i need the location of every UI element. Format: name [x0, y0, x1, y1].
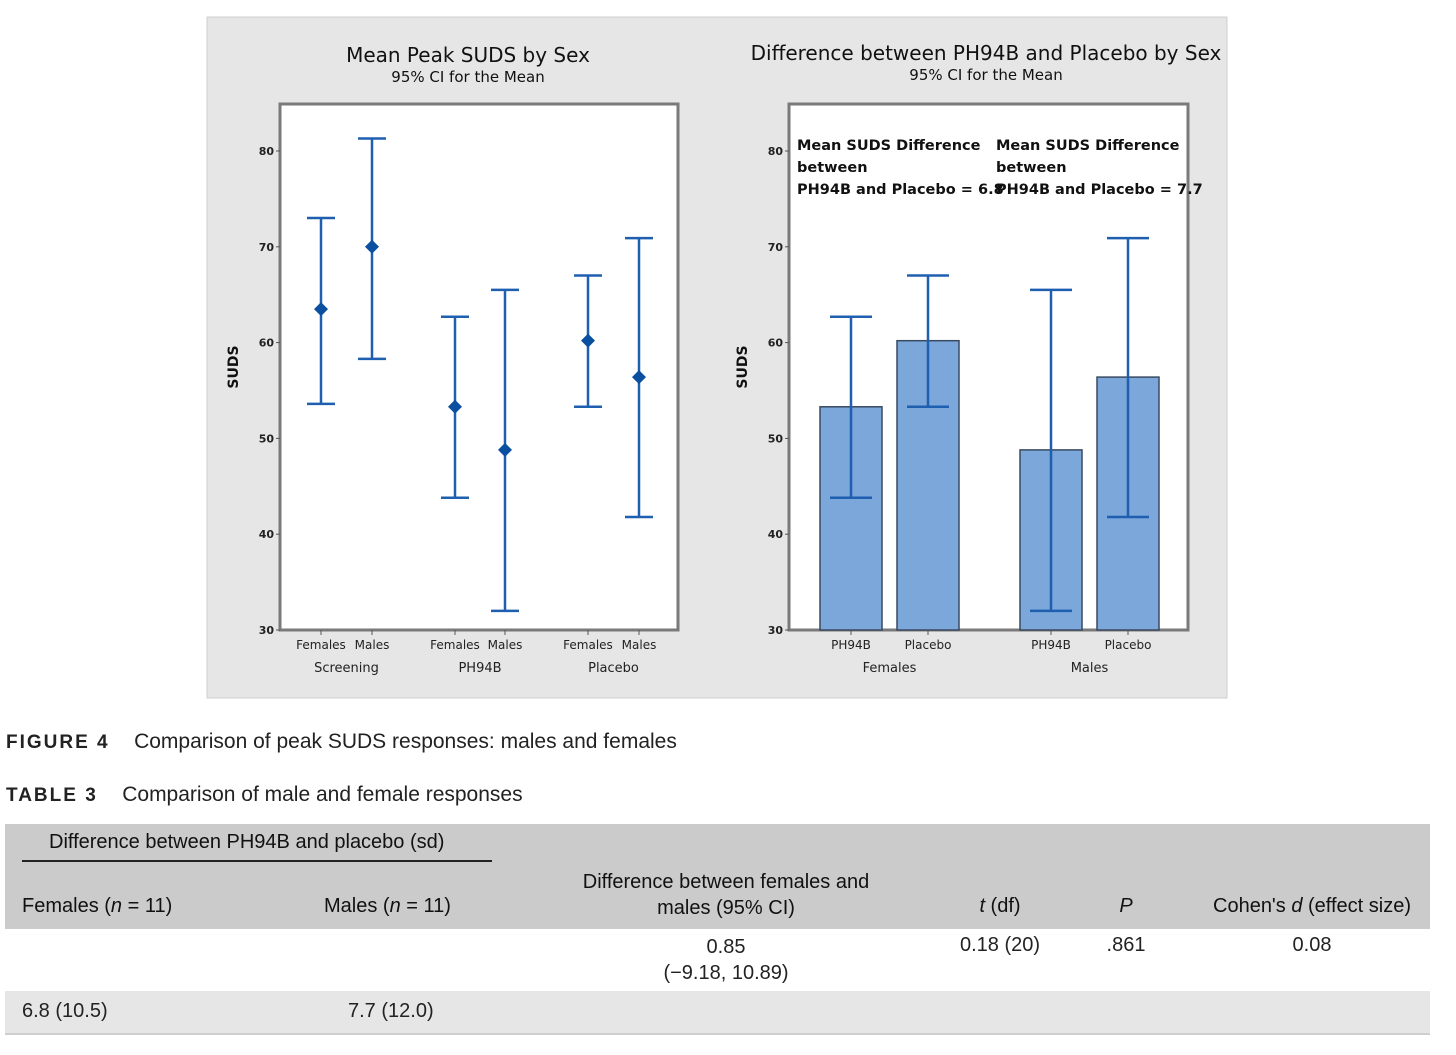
header-difference: Difference between females and males (95%…: [582, 871, 870, 919]
right-chart-annotation: PH94B and Placebo = 7.7: [996, 182, 1203, 198]
cell-males: 7.7 (12.0): [348, 1000, 434, 1022]
left-chart-group-label: PH94B: [458, 661, 501, 676]
left-chart-y-tick-label: 50: [259, 432, 275, 445]
left-chart-mean-marker: [448, 399, 462, 414]
right-chart-x-tick-label: PH94B: [831, 638, 871, 652]
cell-p: .861: [1106, 934, 1146, 956]
left-chart-subtitle: 95% CI for the Mean: [391, 68, 544, 86]
group-header: Difference between PH94B and placebo (sd…: [49, 831, 445, 853]
left-chart-x-tick-label: Females: [563, 638, 613, 652]
left-chart-x-tick-label: Females: [296, 638, 346, 652]
cell-cohen: 0.08: [1292, 934, 1332, 956]
right-chart-x-tick-label: Placebo: [1105, 638, 1152, 652]
figure-label: FIGURE 4: [6, 732, 110, 753]
right-chart-y-tick-label: 50: [768, 432, 784, 445]
cell-difference: 0.85 (−9.18, 10.89): [663, 936, 789, 984]
table-header: [5, 824, 1430, 929]
left-chart-mean-marker: [632, 370, 646, 385]
table-row: [5, 991, 1430, 1035]
left-chart-x-tick-label: Males: [355, 638, 390, 652]
left-chart-mean-marker: [581, 333, 595, 348]
right-chart-x-tick-label: PH94B: [1031, 638, 1071, 652]
table-caption: TABLE 3 Comparison of male and female re…: [6, 783, 523, 807]
table-row: [5, 929, 1430, 991]
right-chart-annotation: Mean SUDS Difference: [996, 138, 1180, 154]
right-chart-y-tick-label: 80: [768, 145, 784, 158]
header-females: Females (n = 11): [22, 895, 173, 917]
right-chart-annotation: between: [996, 160, 1067, 176]
left-chart-plot-area: [278, 102, 680, 632]
right-chart-y-tick-label: 30: [768, 624, 784, 637]
cell-females: 6.8 (10.5): [22, 1000, 108, 1022]
right-chart-x-tick-label: Placebo: [905, 638, 952, 652]
left-chart-group-label: Placebo: [588, 661, 639, 676]
header-p: P: [1119, 895, 1133, 917]
table-label: TABLE 3: [6, 785, 98, 806]
right-chart-annotation: PH94B and Placebo = 6.8: [797, 182, 1004, 198]
left-chart-y-tick-label: 30: [259, 624, 275, 637]
group-header-rule: [22, 860, 492, 862]
table-caption-text: Comparison of male and female responses: [122, 783, 523, 806]
left-chart-title: Mean Peak SUDS by Sex: [346, 43, 590, 67]
left-chart-x-tick-label: Males: [488, 638, 523, 652]
left-chart-y-tick-label: 60: [259, 337, 275, 350]
figure-caption-text: Comparison of peak SUDS responses: males…: [134, 730, 677, 753]
left-chart-y-tick-label: 70: [259, 241, 275, 254]
left-chart-x-tick-label: Females: [430, 638, 480, 652]
right-chart-annotation: Mean SUDS Difference: [797, 138, 981, 154]
header-males: Males (n = 11): [324, 895, 451, 917]
left-chart-mean-marker: [365, 239, 379, 254]
left-chart-x-tick-label: Males: [622, 638, 657, 652]
left-chart-group-label: Screening: [314, 661, 379, 676]
left-chart-y-tick-label: 40: [259, 528, 275, 541]
right-chart-y-tick-label: 60: [768, 337, 784, 350]
header-t: t (df): [979, 895, 1021, 917]
left-chart-mean-marker: [314, 302, 328, 317]
header-cohen: Cohen's d (effect size): [1213, 895, 1411, 917]
right-chart-group-label: Females: [863, 661, 917, 676]
left-chart-y-tick-label: 80: [259, 145, 275, 158]
left-chart-y-axis-label: SUDS: [226, 345, 242, 388]
figure-caption: FIGURE 4 Comparison of peak SUDS respons…: [6, 730, 677, 754]
right-chart-y-axis-label: SUDS: [735, 345, 751, 388]
right-chart-y-tick-label: 40: [768, 528, 784, 541]
right-chart-annotation: between: [797, 160, 868, 176]
right-chart-group-label: Males: [1071, 661, 1109, 676]
right-chart-title: Difference between PH94B and Placebo by …: [751, 41, 1222, 65]
cell-t: 0.18 (20): [959, 934, 1041, 956]
left-chart-mean-marker: [498, 442, 512, 457]
right-chart-y-tick-label: 70: [768, 241, 784, 254]
right-chart-subtitle: 95% CI for the Mean: [909, 66, 1062, 84]
